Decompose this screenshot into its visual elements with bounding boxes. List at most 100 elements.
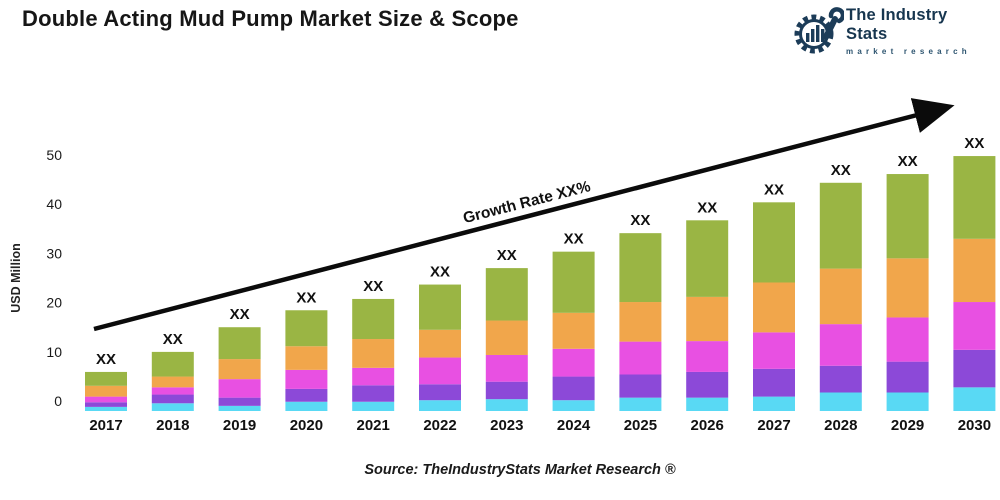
bar-segment-segment-5-top [85, 371, 127, 386]
bar-segment-segment-1-bottom [886, 392, 929, 411]
bar-segment-segment-3 [352, 367, 395, 386]
bar-segment-segment-4 [485, 320, 528, 355]
bar-segment-segment-4 [218, 359, 261, 380]
bar-segment-segment-5-top [218, 327, 261, 360]
bar-segment-segment-1-bottom [953, 387, 996, 411]
x-tick-label: 2018 [156, 417, 189, 434]
bar-segment-segment-1-bottom [218, 405, 261, 411]
bar-segment-segment-3 [686, 341, 729, 372]
bar-segment-segment-2 [819, 365, 862, 393]
bar-segment-segment-2 [953, 349, 996, 388]
bar-segment-segment-5-top [352, 298, 395, 340]
bar-value-label: XX [363, 278, 383, 295]
y-tick-label: 50 [46, 147, 62, 163]
y-tick-label: 10 [46, 344, 62, 360]
bar-segment-segment-5-top [485, 268, 528, 321]
bar-value-label: XX [430, 264, 450, 281]
bar-segment-segment-2 [619, 374, 662, 398]
bar-segment-segment-4 [886, 258, 929, 318]
x-tick-label: 2026 [691, 417, 724, 434]
bar-segment-segment-5-top [552, 251, 595, 313]
bar-segment-segment-5-top [285, 310, 328, 347]
bar-segment-segment-1-bottom [85, 406, 127, 411]
bar-segment-segment-5-top [686, 220, 729, 297]
bar-value-label: XX [296, 289, 316, 306]
bar-segment-segment-3 [85, 396, 127, 403]
bar-segment-segment-3 [819, 324, 862, 366]
bar-segment-segment-2 [753, 368, 795, 397]
logo-tagline: market research [846, 47, 971, 56]
bar-segment-segment-2 [285, 388, 328, 402]
x-tick-label: 2020 [290, 417, 323, 434]
bar-value-label: XX [497, 247, 517, 264]
bar-segment-segment-3 [151, 387, 194, 395]
x-tick-label: 2028 [824, 417, 857, 434]
bar-value-label: XX [163, 331, 183, 348]
bar-value-label: XX [831, 162, 851, 179]
bar-segment-segment-1-bottom [686, 397, 729, 411]
bar-segment-segment-3 [886, 317, 929, 362]
x-tick-label: 2024 [557, 417, 591, 434]
bar-segment-segment-1-bottom [552, 400, 595, 411]
bar-segment-segment-4 [151, 376, 194, 388]
bar-segment-segment-3 [419, 357, 461, 385]
x-tick-label: 2030 [958, 417, 991, 434]
y-tick-label: 40 [46, 196, 62, 212]
bar-segment-segment-4 [619, 302, 662, 342]
x-tick-label: 2027 [757, 417, 790, 434]
bar-segment-segment-3 [552, 348, 595, 377]
bar-segment-segment-3 [285, 369, 328, 389]
bar-value-label: XX [764, 181, 784, 198]
source-caption: Source: TheIndustryStats Market Research… [364, 462, 676, 478]
bar-segment-segment-4 [419, 329, 461, 358]
bar-segment-segment-5-top [151, 351, 194, 377]
x-tick-label: 2021 [357, 417, 390, 434]
page-title: Double Acting Mud Pump Market Size & Sco… [22, 6, 519, 31]
bar-segment-segment-3 [953, 302, 996, 350]
bar-segment-segment-5-top [886, 174, 929, 259]
bar-segment-segment-1-bottom [285, 401, 328, 411]
bar-value-label: XX [898, 153, 918, 170]
bar-segment-segment-2 [419, 384, 461, 401]
bar-segment-segment-3 [485, 354, 528, 382]
bar-segment-segment-1-bottom [619, 397, 662, 411]
bar-segment-segment-5-top [619, 233, 662, 303]
bar-segment-segment-4 [953, 238, 996, 303]
bar-value-label: XX [564, 231, 584, 248]
y-tick-label: 0 [54, 393, 62, 409]
bar-segment-segment-3 [753, 332, 795, 369]
x-tick-label: 2023 [490, 417, 523, 434]
bar-segment-segment-2 [85, 402, 127, 407]
bar-segment-segment-5-top [753, 202, 795, 283]
x-tick-label: 2029 [891, 417, 924, 434]
logo-name: The Industry Stats [846, 6, 948, 43]
y-tick-label: 20 [46, 295, 62, 311]
bar-segment-segment-5-top [819, 182, 862, 269]
bar-segment-segment-4 [285, 346, 328, 370]
gear-wrench-icon [794, 7, 844, 54]
x-tick-label: 2025 [624, 417, 657, 434]
bar-segment-segment-2 [552, 376, 595, 401]
bar-segment-segment-1-bottom [352, 401, 395, 411]
x-tick-label: 2017 [89, 417, 122, 434]
bar-segment-segment-3 [218, 379, 261, 398]
y-tick-label: 30 [46, 245, 62, 261]
bar-segment-segment-2 [485, 381, 528, 400]
bar-segment-segment-3 [619, 341, 662, 375]
bar-segment-segment-4 [552, 312, 595, 349]
bar-segment-segment-1-bottom [151, 403, 194, 411]
bar-value-label: XX [697, 199, 717, 216]
bar-segment-segment-1-bottom [485, 399, 528, 411]
y-axis-title: USD Million [9, 243, 23, 312]
bar-segment-segment-5-top [419, 284, 461, 330]
bar-value-label: XX [630, 212, 650, 229]
bar-segment-segment-1-bottom [419, 400, 461, 411]
bar-segment-segment-4 [686, 296, 729, 342]
bar-value-label: XX [964, 135, 984, 152]
bar-segment-segment-1-bottom [753, 396, 795, 411]
bar-segment-segment-4 [352, 339, 395, 368]
bar-segment-segment-2 [151, 394, 194, 404]
